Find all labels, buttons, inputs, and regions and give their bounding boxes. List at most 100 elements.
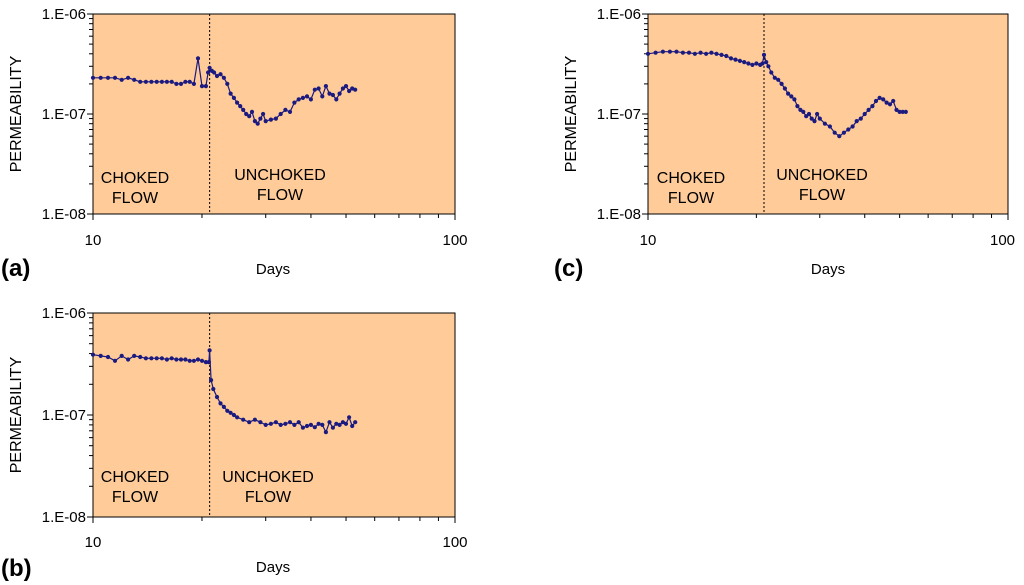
- panel-b-data-point: [268, 421, 273, 426]
- panel-b-unchoked-label: UNCHOKED: [222, 469, 314, 486]
- panel-a-data-point: [244, 111, 249, 117]
- panel-b-data-point: [149, 356, 154, 361]
- panel-c-data-point: [877, 95, 882, 100]
- panel-c-data-point: [854, 119, 859, 124]
- panel-a-data-point: [312, 87, 317, 92]
- panel-a-data-point: [247, 114, 252, 119]
- panel-b-data-point: [98, 353, 103, 358]
- panel-b-data-point: [174, 357, 179, 362]
- panel-a-data-point: [300, 95, 305, 100]
- panel-a-data-point: [174, 81, 179, 86]
- panel-c-data-point: [789, 94, 794, 99]
- panel-b-data-point: [347, 415, 352, 420]
- panel-c-data-point: [841, 130, 847, 135]
- panel-a-data-point: [268, 117, 273, 122]
- panel-b-data-point: [178, 357, 184, 362]
- panel-b-data-point: [292, 422, 297, 427]
- panel-c-ytick-1e-07: 1.E-07: [597, 106, 641, 123]
- panel-b-data-point: [353, 420, 358, 425]
- panel-b-xtick-10: 10: [85, 534, 102, 551]
- panel-b-data-point: [350, 423, 355, 429]
- panel-a-data-point: [126, 75, 131, 80]
- panel-a-data-point: [187, 79, 192, 84]
- panel-c-data-point: [850, 124, 855, 129]
- panel-c-y-axis-label: PERMEABILITY: [563, 55, 580, 172]
- panel-a-data-point: [340, 86, 345, 91]
- panel-c-data-point: [653, 50, 658, 55]
- panel-c-data-point: [746, 61, 751, 66]
- panel-a-unchoked-label: UNCHOKED: [234, 167, 326, 184]
- panel-a-data-point: [304, 94, 310, 99]
- panel-b-data-point: [283, 421, 288, 426]
- panel-c-data-point: [776, 77, 781, 82]
- panel-c-data-point: [881, 97, 886, 102]
- panel-b-data-point: [159, 356, 164, 361]
- panel-a-data-point: [199, 84, 205, 89]
- panel-b-data-point: [132, 353, 137, 358]
- panel-b-data-point: [187, 358, 192, 363]
- panel-c-data-point: [827, 124, 833, 129]
- panel-c-ytick-1e-06: 1.E-06: [597, 6, 641, 23]
- panel-a-data-point: [323, 84, 328, 89]
- panel-c-data-point: [779, 81, 784, 86]
- panel-b-data-point: [138, 354, 143, 360]
- panel-a-data-point: [261, 111, 266, 117]
- panel-c-data-point: [884, 100, 889, 105]
- panel-a-series-points: [90, 56, 358, 126]
- panel-c-data-point: [903, 109, 908, 114]
- panel-c-data-point: [812, 119, 817, 124]
- panel-b-data-point: [214, 394, 220, 400]
- panel-c-unchoked-label-2: FLOW: [799, 187, 846, 204]
- panel-a-data-point: [195, 56, 201, 61]
- panel-a-data-point: [308, 97, 313, 102]
- panel-b-data-point: [323, 430, 328, 435]
- panel-c-xtick-10: 10: [640, 232, 657, 249]
- panel-c: 1.E-06 1.E-07 1.E-08 10 100 PERMEABILITY…: [554, 6, 1015, 282]
- panel-b-xtick-100: 100: [442, 534, 467, 551]
- panel-a-data-point: [178, 81, 184, 86]
- panel-c-data-point: [709, 50, 714, 55]
- panel-a: 1.E-06 1.E-07 1.E-08 10 100 PERMEABILITY…: [1, 6, 468, 282]
- panel-b-data-point: [287, 420, 293, 425]
- panel-c-choked-label: CHOKED: [657, 170, 725, 187]
- panel-a-data-point: [343, 84, 349, 89]
- panel-c-data-point: [692, 51, 698, 56]
- panel-c-data-point: [837, 134, 842, 139]
- panel-a-xtick-10: 10: [85, 232, 102, 249]
- panel-c-data-point: [737, 58, 743, 64]
- panel-a-data-point: [255, 121, 260, 126]
- panel-c-unchoked-label: UNCHOKED: [776, 167, 868, 184]
- panel-a-choked-label-2: FLOW: [112, 190, 159, 207]
- panel-c-data-point: [769, 70, 774, 75]
- panel-c-data-point: [792, 97, 797, 102]
- panel-b-data-point: [304, 423, 310, 429]
- panel-b-data-point: [169, 356, 174, 361]
- panel-a-data-point: [138, 79, 143, 84]
- panel-c-data-point: [894, 107, 899, 112]
- panel-c-data-point: [724, 53, 729, 59]
- panel-a-data-point: [164, 79, 169, 84]
- panel-c-data-point: [887, 102, 893, 107]
- panel-a-data-point: [143, 79, 148, 84]
- panel-b-data-point: [343, 421, 349, 426]
- panel-a-data-point: [330, 92, 335, 98]
- panel-c-data-point: [801, 109, 806, 114]
- panel-c-data-point: [809, 116, 814, 121]
- panel-b-data-point: [334, 421, 339, 426]
- panel-b-data-point: [211, 386, 216, 392]
- panel-a-data-point: [207, 65, 212, 70]
- panel-b-x-axis-label: Days: [256, 559, 290, 576]
- panel-a-data-point: [132, 77, 137, 82]
- panel-c-data-point: [897, 109, 902, 114]
- panel-a-data-point: [241, 107, 246, 112]
- panel-a-data-point: [273, 116, 278, 121]
- panel-b-data-point: [308, 422, 313, 427]
- panel-a-data-point: [228, 91, 233, 96]
- panel-a-data-point: [353, 87, 358, 92]
- panel-b-data-point: [278, 422, 283, 427]
- panel-b-data-point: [209, 378, 214, 383]
- panel-a-data-point: [119, 77, 124, 82]
- panel-a-data-point: [112, 75, 118, 80]
- panel-c-data-point: [750, 62, 755, 67]
- panel-b-data-point: [252, 417, 257, 422]
